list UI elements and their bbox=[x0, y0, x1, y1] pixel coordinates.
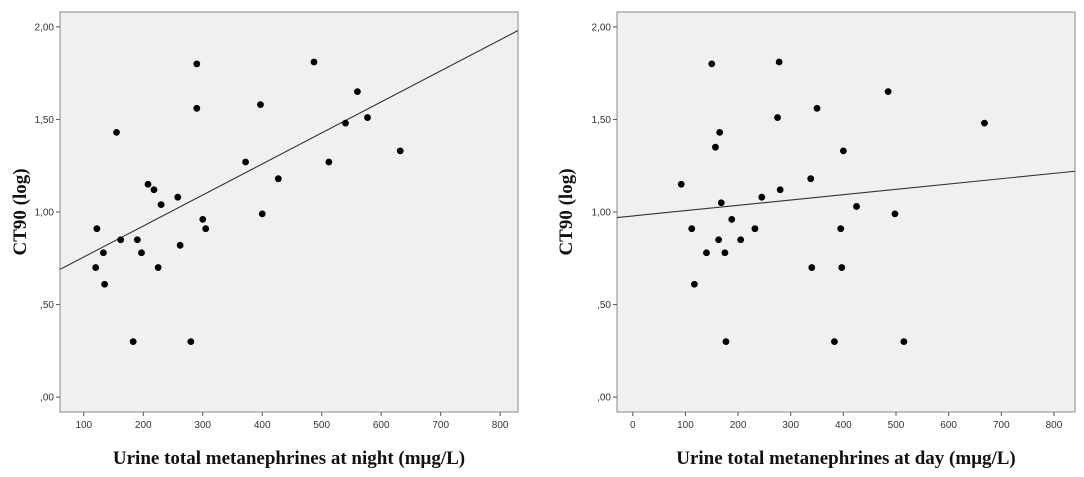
y-tick-label: ,00 bbox=[40, 393, 54, 404]
x-tick-label: 200 bbox=[135, 420, 152, 431]
data-point bbox=[708, 60, 716, 68]
plot-area bbox=[616, 11, 1076, 413]
data-point bbox=[853, 203, 860, 210]
data-point bbox=[154, 264, 162, 271]
x-tick-label: 700 bbox=[993, 420, 1010, 431]
fit-line bbox=[617, 170, 1075, 219]
data-point bbox=[193, 60, 201, 68]
data-point bbox=[342, 119, 349, 127]
data-point bbox=[144, 180, 152, 188]
data-point bbox=[100, 249, 107, 257]
data-point bbox=[884, 88, 892, 96]
x-tick-label: 100 bbox=[677, 420, 694, 431]
data-point bbox=[364, 114, 371, 121]
y-tick-label: 2,00 bbox=[35, 22, 55, 33]
data-point bbox=[176, 241, 184, 249]
data-point bbox=[688, 225, 696, 233]
data-point bbox=[751, 225, 759, 233]
data-point bbox=[712, 143, 719, 151]
data-point bbox=[199, 216, 207, 223]
data-point bbox=[715, 236, 723, 244]
x-tick-label: 200 bbox=[730, 420, 747, 431]
data-point bbox=[133, 236, 141, 244]
y-tick-label: ,50 bbox=[597, 300, 611, 311]
data-point bbox=[117, 236, 125, 244]
plot-area bbox=[59, 11, 519, 413]
y-tick-label: ,50 bbox=[40, 300, 54, 311]
x-tick-label: 0 bbox=[630, 420, 636, 431]
x-tick-label: 400 bbox=[254, 420, 271, 431]
data-point bbox=[721, 249, 729, 257]
data-point bbox=[807, 175, 815, 183]
x-tick-label: 400 bbox=[835, 420, 852, 431]
data-point bbox=[776, 186, 784, 194]
data-point bbox=[716, 128, 724, 136]
x-tick-label: 800 bbox=[1046, 420, 1063, 431]
data-point bbox=[138, 249, 145, 257]
data-point bbox=[758, 193, 766, 201]
data-point bbox=[325, 158, 333, 166]
data-point bbox=[775, 58, 783, 66]
data-point bbox=[113, 128, 120, 136]
data-point bbox=[187, 338, 195, 346]
data-point bbox=[157, 201, 165, 208]
x-tick-label: 500 bbox=[313, 420, 330, 431]
data-point bbox=[101, 280, 109, 288]
fit-line bbox=[60, 30, 518, 270]
data-point bbox=[150, 186, 158, 194]
data-point bbox=[831, 338, 838, 346]
data-point bbox=[257, 101, 264, 108]
chart-2: ,00 ,50 1,00 1,50 2,00 0 100 200 300 400 500 600 700… bbox=[556, 11, 1076, 469]
data-point bbox=[838, 264, 846, 271]
data-point bbox=[808, 264, 816, 271]
x-tick-label: 100 bbox=[75, 420, 92, 431]
data-point bbox=[93, 225, 101, 233]
x-axis-title: Urine total metanephrines at night (mμg/… bbox=[113, 448, 465, 469]
data-point bbox=[837, 225, 845, 233]
data-point bbox=[728, 216, 736, 223]
y-tick-label: 1,50 bbox=[35, 115, 55, 126]
y-axis-title: CT90 (log) bbox=[10, 168, 31, 255]
data-point bbox=[981, 119, 988, 127]
y-tick-label: 1,00 bbox=[592, 208, 612, 219]
data-point bbox=[722, 338, 730, 346]
x-tick-label: 600 bbox=[373, 420, 390, 431]
y-tick-label: 2,00 bbox=[592, 22, 612, 33]
data-point bbox=[813, 104, 821, 112]
y-tick-label: ,00 bbox=[597, 393, 611, 404]
data-point bbox=[193, 104, 201, 112]
x-tick-label: 600 bbox=[940, 420, 957, 431]
data-point bbox=[703, 249, 710, 257]
x-tick-label: 500 bbox=[888, 420, 905, 431]
data-point bbox=[774, 114, 781, 121]
data-point bbox=[174, 193, 182, 201]
x-axis-title: Urine total metanephrines at day (mμg/L) bbox=[676, 448, 1016, 469]
data-point bbox=[396, 147, 404, 155]
data-point bbox=[258, 210, 266, 218]
data-point bbox=[202, 225, 210, 233]
chart-1: ,00 ,50 1,00 1,50 2,00 100 200 300 400 500 600 700 8… bbox=[10, 11, 519, 469]
data-point bbox=[310, 58, 318, 66]
x-tick-label: 800 bbox=[492, 420, 509, 431]
y-tick-label: 1,50 bbox=[592, 115, 612, 126]
data-point bbox=[737, 236, 745, 244]
data-point bbox=[891, 210, 899, 218]
x-tick-label: 700 bbox=[432, 420, 449, 431]
data-point bbox=[242, 158, 249, 166]
y-tick-label: 1,00 bbox=[35, 208, 55, 219]
y-axis-title: CT90 (log) bbox=[556, 168, 577, 255]
x-tick-label: 300 bbox=[782, 420, 799, 431]
data-point bbox=[677, 180, 685, 188]
data-point bbox=[717, 199, 725, 207]
data-point bbox=[274, 175, 282, 183]
data-point bbox=[690, 280, 698, 288]
data-point bbox=[92, 264, 100, 271]
data-point bbox=[900, 338, 908, 346]
data-point bbox=[354, 88, 361, 96]
data-point bbox=[129, 338, 137, 346]
data-point bbox=[839, 147, 847, 155]
x-tick-label: 300 bbox=[194, 420, 211, 431]
